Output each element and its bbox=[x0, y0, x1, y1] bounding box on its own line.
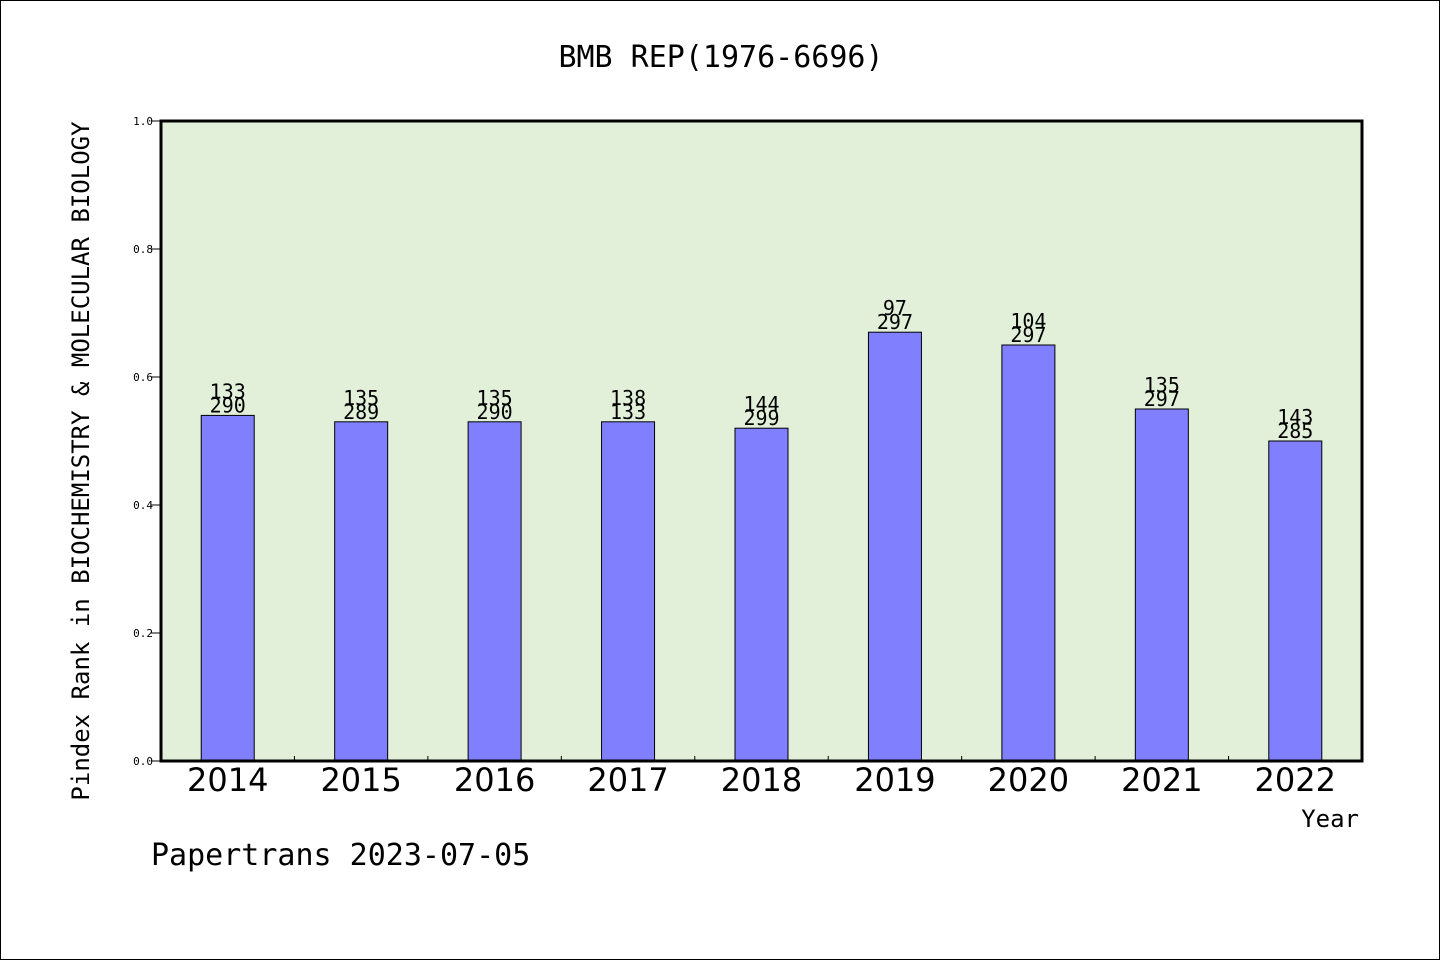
x-tick-label: 2021 bbox=[1121, 761, 1202, 799]
bar-label-bottom: 297 bbox=[877, 310, 913, 334]
bar bbox=[1134, 408, 1189, 762]
x-tick-label: 2017 bbox=[587, 761, 668, 799]
bar-label-top: 133 bbox=[210, 379, 246, 403]
bar-label-top: 135 bbox=[477, 386, 513, 410]
x-tick-label: 2022 bbox=[1255, 761, 1336, 799]
y-tick-label: 0.2 bbox=[133, 627, 153, 640]
footer-credit: Papertrans 2023-07-05 bbox=[151, 838, 530, 873]
x-axis-label: Year bbox=[1301, 805, 1359, 833]
bar bbox=[467, 421, 522, 762]
y-tick-label: 0.4 bbox=[133, 499, 153, 512]
x-tick-label: 2019 bbox=[854, 761, 935, 799]
bar bbox=[1001, 344, 1056, 762]
x-tick-label: 2015 bbox=[320, 761, 401, 799]
y-tick-label: 0.6 bbox=[133, 371, 153, 384]
bar bbox=[734, 427, 789, 762]
bar-label-bottom: 290 bbox=[210, 393, 246, 417]
x-tick-label: 2018 bbox=[721, 761, 802, 799]
y-axis: 0.0 0.2 0.4 0.6 0.8 1.0 bbox=[133, 115, 161, 768]
bar-label-bottom: 285 bbox=[1277, 419, 1313, 443]
chart-title: BMB REP(1976-6696) bbox=[558, 40, 883, 75]
bar bbox=[601, 421, 656, 762]
y-tick-label: 1.0 bbox=[133, 115, 153, 128]
bar-label-top: 135 bbox=[1144, 373, 1180, 397]
x-tick-label: 2014 bbox=[187, 761, 268, 799]
bar bbox=[200, 414, 255, 762]
bar bbox=[1268, 440, 1323, 762]
bar-label-bottom: 290 bbox=[477, 400, 513, 424]
bar-label-bottom: 289 bbox=[343, 400, 379, 424]
bar-label-top: 143 bbox=[1277, 405, 1313, 429]
y-tick-label: 0.0 bbox=[133, 755, 153, 768]
x-tick-label: 2020 bbox=[988, 761, 1069, 799]
bar bbox=[334, 421, 389, 762]
bars-group bbox=[200, 331, 1323, 762]
bar-label-top: 104 bbox=[1010, 309, 1046, 333]
bar-label-bottom: 133 bbox=[610, 400, 646, 424]
bar-label-top: 135 bbox=[343, 386, 379, 410]
y-axis-label: Pindex Rank in BIOCHEMISTRY & MOLECULAR … bbox=[67, 121, 95, 801]
bar-label-bottom: 299 bbox=[743, 406, 779, 430]
bar bbox=[867, 331, 922, 762]
bar-label-bottom: 297 bbox=[1010, 323, 1046, 347]
x-tick-label: 2016 bbox=[454, 761, 535, 799]
bar-label-bottom: 297 bbox=[1144, 387, 1180, 411]
plot-border bbox=[159, 119, 1364, 763]
y-tick-label: 0.8 bbox=[133, 243, 153, 256]
bar-label-top: 144 bbox=[743, 392, 779, 416]
x-axis: 2014 2015 2016 2017 2018 2019 2020 2021 2022 bbox=[187, 756, 1336, 799]
bar-label-top: 138 bbox=[610, 386, 646, 410]
bar-label-top: 97 bbox=[883, 296, 907, 320]
